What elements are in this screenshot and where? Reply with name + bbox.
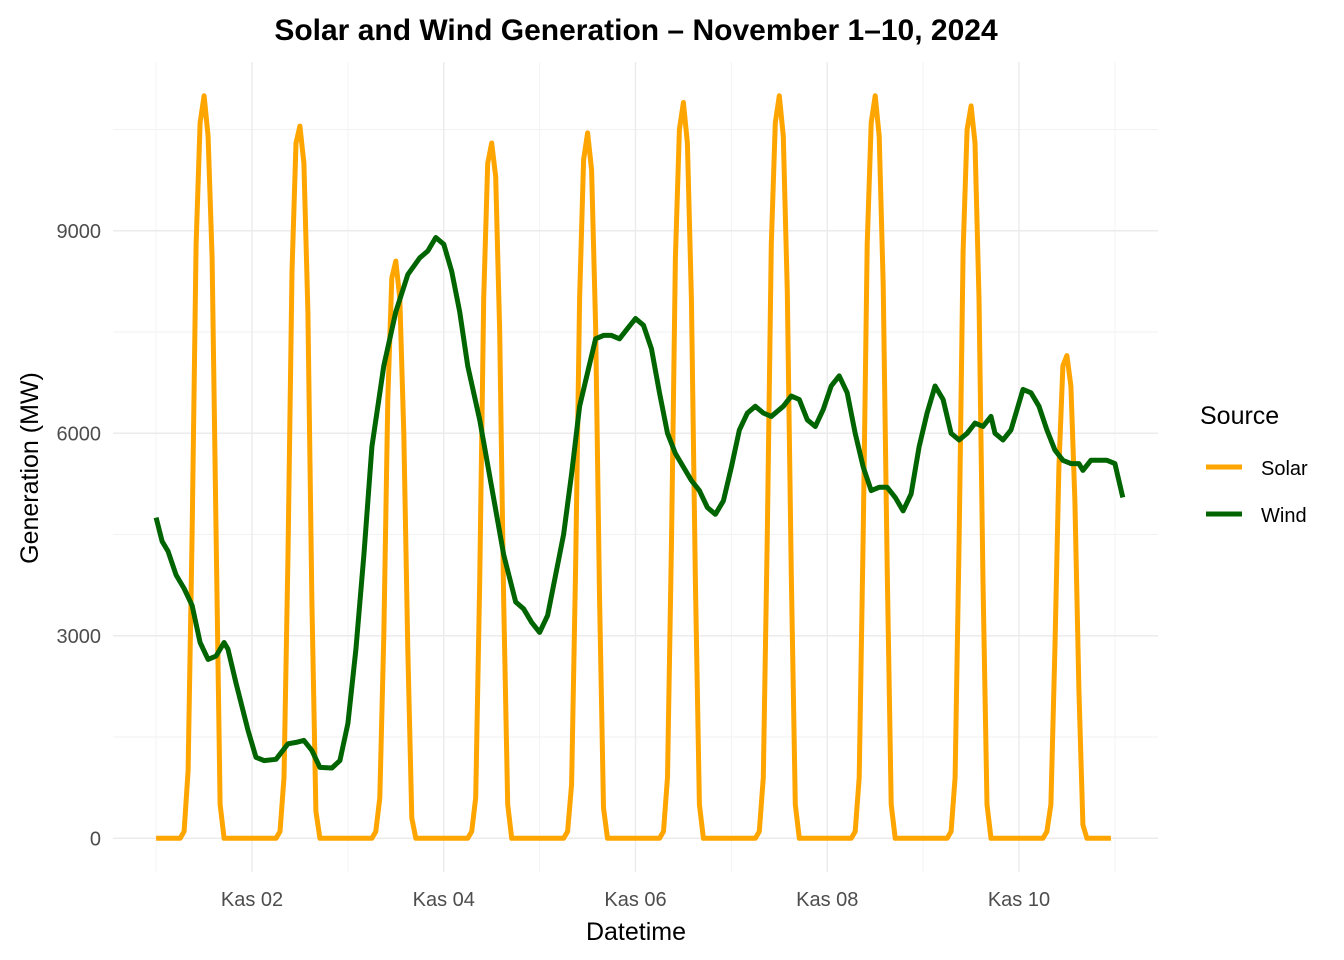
x-axis-ticks: Kas 02 Kas 04 Kas 06 Kas 08 Kas 10 [221,889,1050,911]
y-tick-label: 3000 [57,626,102,648]
series-lines [153,93,1126,841]
x-tick-label: Kas 02 [221,889,283,911]
legend-label-solar: Solar [1261,458,1308,480]
chart-title: Solar and Wind Generation – November 1–1… [274,14,998,47]
y-tick-label: 0 [90,828,101,850]
y-tick-label: 9000 [57,221,102,243]
x-tick-label: Kas 10 [988,889,1050,911]
x-tick-label: Kas 08 [796,889,858,911]
grid [113,62,1158,872]
legend: Source Solar Wind [1200,402,1308,527]
x-axis-title: Datetime [586,918,686,946]
y-axis-title: Generation (MW) [16,372,44,564]
legend-title: Source [1200,402,1279,430]
x-tick-label: Kas 06 [604,889,666,911]
x-tick-label: Kas 04 [413,889,475,911]
series-line-solar [156,93,1111,841]
legend-label-wind: Wind [1261,505,1307,527]
y-axis-ticks: 0 3000 6000 9000 [57,221,102,851]
series-line-wind [153,235,1126,771]
y-tick-label: 6000 [57,423,102,445]
